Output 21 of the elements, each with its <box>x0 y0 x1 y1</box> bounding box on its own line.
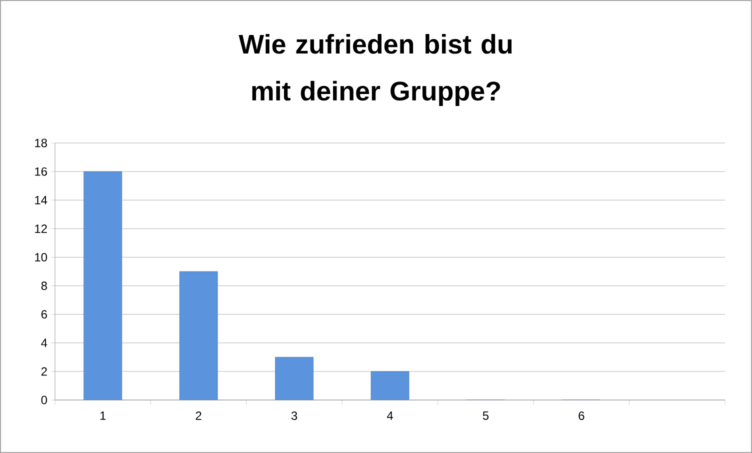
x-tick-label: 1 <box>100 412 106 420</box>
y-tick-label: 14 <box>35 196 48 204</box>
y-tick-label: 8 <box>41 282 47 290</box>
x-tick-label: 2 <box>196 412 202 420</box>
y-tick-label: 18 <box>35 138 47 148</box>
x-tick-label: 6 <box>578 412 584 420</box>
bar <box>275 356 314 400</box>
y-tick-label: 0 <box>41 396 48 404</box>
y-tick-label: 6 <box>41 310 47 319</box>
bar <box>370 371 410 400</box>
x-tick-label: 4 <box>386 412 393 420</box>
y-tick-label: 2 <box>41 367 47 376</box>
y-tick-label: 16 <box>35 167 47 176</box>
bar <box>84 171 122 400</box>
bar <box>179 271 218 400</box>
y-tick-label: 4 <box>41 338 48 347</box>
y-tick-label: 10 <box>35 252 48 262</box>
chart-title: Wie zufrieden bist du mit deiner Gruppe? <box>238 34 512 106</box>
x-tick-label: 3 <box>291 412 298 420</box>
x-tick-label: 5 <box>482 412 489 420</box>
y-tick-label: 12 <box>35 224 47 233</box>
